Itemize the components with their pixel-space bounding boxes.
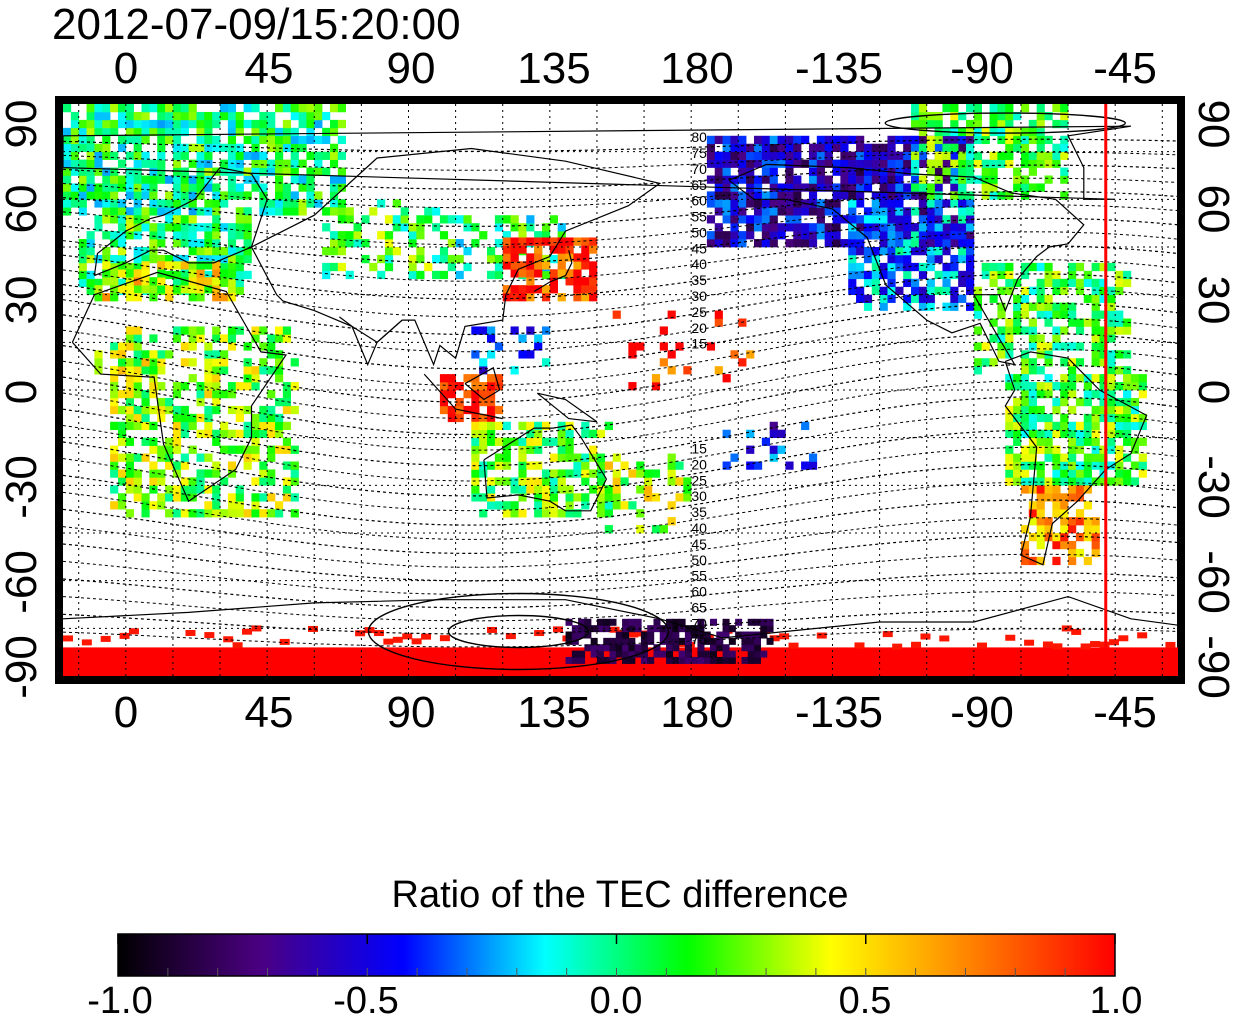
contour-label-south-25: 25: [691, 472, 707, 488]
lon-tick-top-0: 0: [113, 44, 139, 93]
lon-tick-bottom-45: 45: [244, 688, 294, 737]
contour-label-south-30: 30: [691, 488, 707, 504]
top-frame-bar: [55, 96, 1185, 104]
right-frame-bar: [1177, 96, 1185, 684]
contour-label-north-30: 30: [691, 288, 707, 304]
lon-tick-bottom-m45: -45: [1093, 688, 1157, 737]
colorbar-tick-0: 0.0: [589, 980, 643, 1022]
lon-tick-bottom-180: 180: [660, 688, 734, 737]
contour-label-south-20: 20: [691, 456, 707, 472]
contour-label-north-35: 35: [691, 272, 707, 288]
contour-label-north-55: 55: [691, 209, 707, 225]
tec-patches: [63, 104, 1178, 676]
lon-tick-bottom-90: 90: [386, 688, 436, 737]
contour-label-south-70: 70: [691, 615, 707, 631]
magnetic-latitude-contours: [63, 112, 1178, 671]
lon-tick-top-m90: -90: [950, 44, 1014, 93]
bottom-frame-bar: [55, 676, 1185, 684]
lon-tick-top-90: 90: [386, 44, 436, 93]
lon-tick-top-m45: -45: [1093, 44, 1157, 93]
contour-label-north-50: 50: [691, 224, 707, 240]
contour-label-north-75: 75: [691, 145, 707, 161]
lat-tick-left-m90: -90: [0, 635, 46, 699]
contour-label-north-20: 20: [691, 320, 707, 336]
contour-label-south-40: 40: [691, 520, 707, 536]
lon-tick-top-135: 135: [517, 44, 591, 93]
contour-label-north-25: 25: [691, 304, 707, 320]
lon-tick-bottom-135: 135: [517, 688, 591, 737]
contour-label-south-15: 15: [691, 441, 707, 457]
contour-label-north-80: 80: [691, 129, 707, 145]
colorbar-tick-05: 0.5: [838, 980, 892, 1022]
coastlines: [63, 125, 1178, 639]
colorbar-title: Ratio of the TEC difference: [391, 874, 849, 916]
colorbar-tick-m05: -0.5: [333, 980, 399, 1022]
contour-label-south-55: 55: [691, 568, 707, 584]
colorbar-tick-m1: -1.0: [87, 980, 153, 1022]
contour-label-north-15: 15: [691, 336, 707, 352]
contour-label-south-50: 50: [691, 552, 707, 568]
lon-tick-bottom-m135: -135: [794, 688, 884, 737]
contour-label-south-45: 45: [691, 536, 707, 552]
contour-label-south-75: 75: [691, 631, 707, 647]
colorbar-ticks: [117, 934, 1116, 976]
lon-tick-top-m135: -135: [794, 44, 884, 93]
contour-label-south-35: 35: [691, 504, 707, 520]
lon-tick-top-45: 45: [244, 44, 294, 93]
lat-tick-right-m90: -90: [1189, 635, 1238, 699]
left-frame-bar: [55, 96, 63, 684]
lon-tick-top-180: 180: [660, 44, 734, 93]
contour-label-north-45: 45: [691, 240, 707, 256]
timestamp: 2012-07-09/15:20:00: [52, 0, 461, 49]
lon-tick-bottom-0: 0: [113, 688, 139, 737]
contour-labels: 8075706560555045403530252015152025303540…: [691, 129, 707, 647]
colorbar-tick-1: 1.0: [1089, 980, 1143, 1022]
contour-label-north-40: 40: [691, 256, 707, 272]
contour-label-north-70: 70: [691, 161, 707, 177]
contour-label-south-65: 65: [691, 599, 707, 615]
contour-label-north-60: 60: [691, 193, 707, 209]
lon-tick-bottom-m90: -90: [950, 688, 1014, 737]
contour-label-north-65: 65: [691, 177, 707, 193]
contour-label-south-60: 60: [691, 584, 707, 600]
